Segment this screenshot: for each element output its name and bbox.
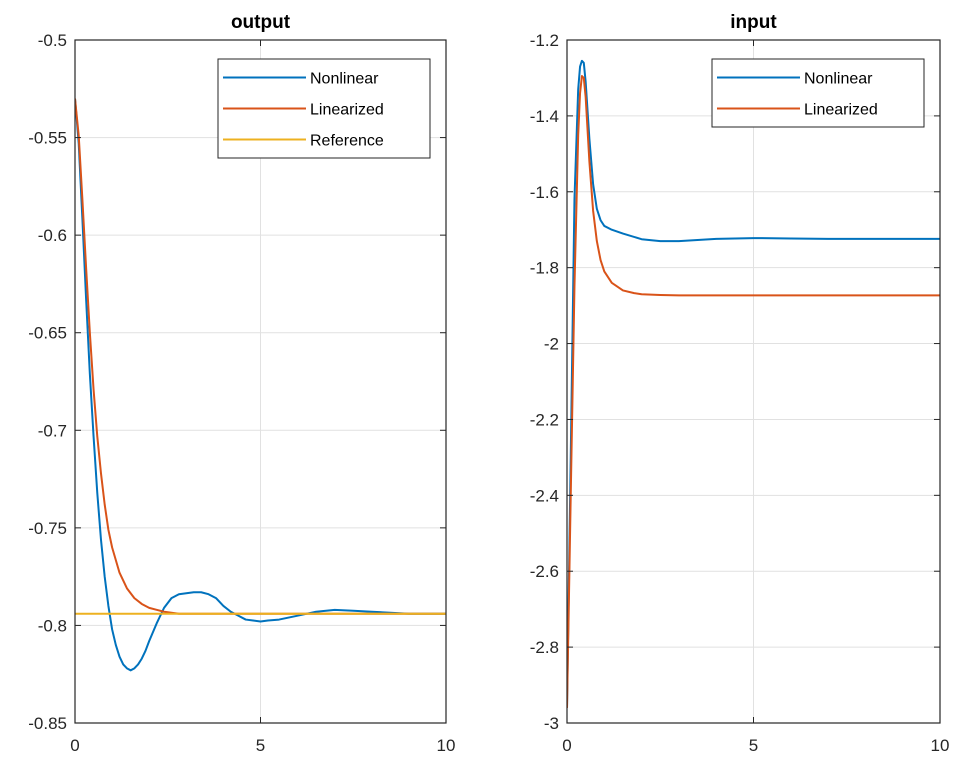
legend-label: Linearized [804, 102, 878, 119]
series-group [567, 59, 940, 708]
y-tick-label: -1.2 [530, 31, 559, 50]
y-tick-label: -0.8 [38, 616, 67, 635]
chart-title: output [231, 12, 291, 33]
x-tick-label: 0 [70, 736, 79, 755]
y-tick-label: -0.65 [28, 324, 67, 343]
y-tick-label: -0.55 [28, 129, 67, 148]
input-chart: 0 5 10 -3 -2.8 -2.6 -2.4 -2.2 -2 -1.8 -1.6 -1.4 -1.2… [530, 12, 950, 755]
y-tick-label: -1.6 [530, 183, 559, 202]
legend: Nonlinear Linearized Reference [217, 58, 431, 159]
output-chart: 0 5 10 -0.85 -0.8 -0.75 -0.7 -0.65 -0.6 -0.55 -0.5… [28, 12, 455, 755]
legend-label: Nonlinear [804, 71, 873, 88]
y-tick-label: -2 [544, 335, 559, 354]
y-tick-label: -1.8 [530, 259, 559, 278]
y-tick-label: -2.6 [530, 562, 559, 581]
y-tick-label: -0.5 [38, 31, 67, 50]
y-tick-label: -2.2 [530, 410, 559, 429]
series-line-nonlinear [567, 59, 940, 708]
series-group [75, 98, 446, 672]
x-tick-label: 5 [749, 736, 758, 755]
y-tick-label: -0.7 [38, 421, 67, 440]
legend-label: Reference [310, 133, 384, 150]
series-line-linearized [567, 75, 940, 708]
legend-label: Nonlinear [310, 71, 379, 88]
x-tick-label: 10 [931, 736, 950, 755]
y-tick-label: -3 [544, 714, 559, 733]
y-tick-label: -0.75 [28, 519, 67, 538]
y-tick-label: -2.4 [530, 486, 559, 505]
legend: Nonlinear Linearized [711, 58, 925, 128]
x-tick-label: 5 [256, 736, 265, 755]
x-tick-label: 10 [437, 736, 456, 755]
x-tick-label: 0 [562, 736, 571, 755]
y-tick-label: -0.6 [38, 226, 67, 245]
y-tick-label: -2.8 [530, 638, 559, 657]
legend-box [711, 58, 925, 128]
y-tick-label: -0.85 [28, 714, 67, 733]
y-tick-label: -1.4 [530, 107, 559, 126]
legend-label: Linearized [310, 102, 384, 119]
chart-title: input [730, 12, 777, 33]
